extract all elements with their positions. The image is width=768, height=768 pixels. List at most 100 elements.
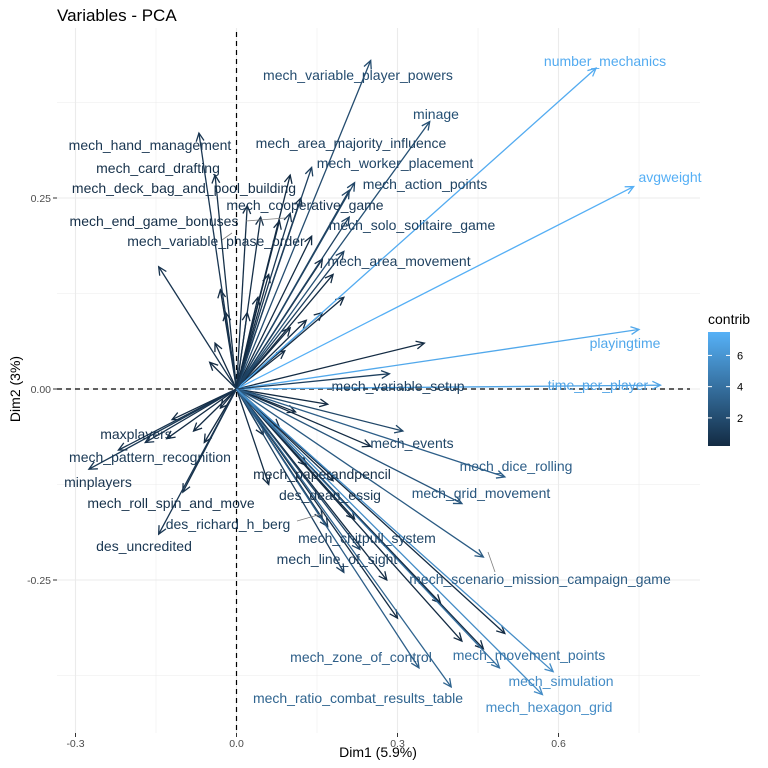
arrow-head xyxy=(318,398,330,408)
variable-label-mech-dice-rolling: mech_dice_rolling xyxy=(460,458,573,474)
variable-label-mech-worker-placement: mech_worker_placement xyxy=(317,155,474,171)
y-tick-label: 0.00 xyxy=(31,384,52,396)
variable-arrow-mech-scenario-mission-campaign-game xyxy=(236,388,485,558)
variable-label-mech-movement-points: mech_movement_points xyxy=(453,647,606,663)
variable-label-mech-variable-setup: mech_variable_setup xyxy=(331,378,464,394)
arrow-shaft xyxy=(198,132,238,390)
variable-arrow-mech-action-points xyxy=(235,189,350,390)
arrow-shaft xyxy=(166,388,237,440)
arrow-shaft xyxy=(214,342,238,390)
arrow-shaft xyxy=(236,388,371,447)
arrow-head xyxy=(490,659,501,669)
label-leader-line xyxy=(296,512,326,522)
arrow-head xyxy=(214,341,223,353)
arrow-head xyxy=(304,234,313,246)
arrow-shaft xyxy=(235,213,291,390)
arrow-head xyxy=(378,571,388,582)
legend-tick-label: 6 xyxy=(737,350,743,362)
legend-tick-label: 2 xyxy=(737,413,743,425)
arrow-shaft xyxy=(236,388,484,558)
arrow-head xyxy=(281,326,292,337)
variable-label-mech-simulation: mech_simulation xyxy=(508,673,613,689)
arrow-shaft xyxy=(235,217,262,390)
variable-arrow xyxy=(236,319,308,390)
variable-label-mech-area-majority-influence: mech_area_majority_influence xyxy=(256,135,447,151)
arrow-head xyxy=(421,120,431,131)
arrow-shaft xyxy=(236,388,463,642)
variable-label-avgweight: avgweight xyxy=(638,169,701,185)
variable-arrow xyxy=(236,326,292,390)
variable-arrow-minage xyxy=(235,120,431,390)
variable-label-mech-grid-movement: mech_grid_movement xyxy=(412,485,551,501)
variable-arrow-avgweight xyxy=(236,185,635,390)
arrow-head xyxy=(283,211,293,223)
arrow-shaft xyxy=(236,319,307,390)
arrow-shaft xyxy=(219,388,237,409)
arrow-head xyxy=(261,475,271,486)
arrow-head xyxy=(380,370,391,379)
arrow-shaft xyxy=(235,216,350,390)
variable-label-mech-chitpull-system: mech_chitpull_system xyxy=(298,530,436,546)
arrow-head xyxy=(192,422,203,433)
arrow-head xyxy=(474,548,485,558)
arrow-head xyxy=(652,380,662,390)
arrow-head xyxy=(251,295,261,307)
variable-arrow-mech-zone-of-control xyxy=(235,388,420,670)
label-leader-line xyxy=(221,232,233,241)
variable-arrow xyxy=(165,388,237,440)
arrow-head xyxy=(157,265,167,276)
arrow-head xyxy=(255,215,265,226)
arrow-head xyxy=(452,496,464,505)
variable-label-mech-hexagon-grid: mech_hexagon_grid xyxy=(486,699,613,715)
arrow-shaft xyxy=(236,388,328,405)
arrow-shaft xyxy=(235,388,361,550)
arrow-head xyxy=(341,215,351,227)
variable-label-mech-solo-solitaire-game: mech_solo_solitaire_game xyxy=(329,217,496,233)
arrow-head xyxy=(630,326,641,336)
variable-label-playingtime: playingtime xyxy=(590,335,661,351)
variable-label-mech-events: mech_events xyxy=(370,435,453,451)
arrow-head xyxy=(496,624,506,635)
arrow-head xyxy=(211,173,221,184)
arrow-head xyxy=(442,677,453,689)
legend-tick-label: 4 xyxy=(737,382,743,394)
variable-arrows xyxy=(87,59,662,696)
arrow-shaft xyxy=(236,328,640,390)
arrow-shaft xyxy=(235,167,313,390)
arrow-head xyxy=(415,340,426,350)
arrow-head xyxy=(297,319,308,329)
variable-label-des-uncredited: des_uncredited xyxy=(96,538,192,554)
variable-arrow-mech-variable-player-powers xyxy=(235,59,372,390)
variable-arrow-number-mechanics xyxy=(236,67,598,390)
arrow-head xyxy=(410,658,420,670)
variable-label-maxplayers: maxplayers xyxy=(100,426,172,442)
variable-arrow-mech-area-movement xyxy=(235,250,345,390)
arrow-head xyxy=(242,204,252,215)
arrow-shaft xyxy=(118,388,237,451)
variable-arrow-mech-hexagon-grid xyxy=(236,388,544,696)
variable-label-des-richard-h-berg: des_richard_h_berg xyxy=(166,516,291,532)
arrow-head xyxy=(165,430,176,440)
variable-label-mech-action-points: mech_action_points xyxy=(363,176,488,192)
arrow-head xyxy=(157,525,167,536)
arrow-shaft xyxy=(235,60,372,390)
arrow-shaft xyxy=(193,388,237,432)
variable-label-mech-card-drafting: mech_card_drafting xyxy=(96,160,220,176)
arrow-head xyxy=(319,517,329,528)
arrow-shaft xyxy=(235,388,270,485)
x-axis-title: Dim1 (5.9%) xyxy=(339,744,417,760)
arrow-head xyxy=(495,470,507,479)
arrow-head xyxy=(87,461,98,470)
variable-arrow-mech-solo-solitaire-game xyxy=(235,215,351,390)
variable-label-minplayers: minplayers xyxy=(64,474,132,490)
arrow-head xyxy=(393,424,405,434)
y-axis-title: Dim2 (3%) xyxy=(7,356,23,422)
arrow-shaft xyxy=(235,388,452,688)
variable-arrow-mech-chitpull-system xyxy=(235,388,361,551)
arrow-head xyxy=(195,131,205,142)
variable-arrow xyxy=(235,295,261,390)
arrow-shaft xyxy=(235,251,345,390)
arrow-shaft xyxy=(235,388,420,669)
variable-arrow-mech-line-of-sight xyxy=(235,388,345,574)
